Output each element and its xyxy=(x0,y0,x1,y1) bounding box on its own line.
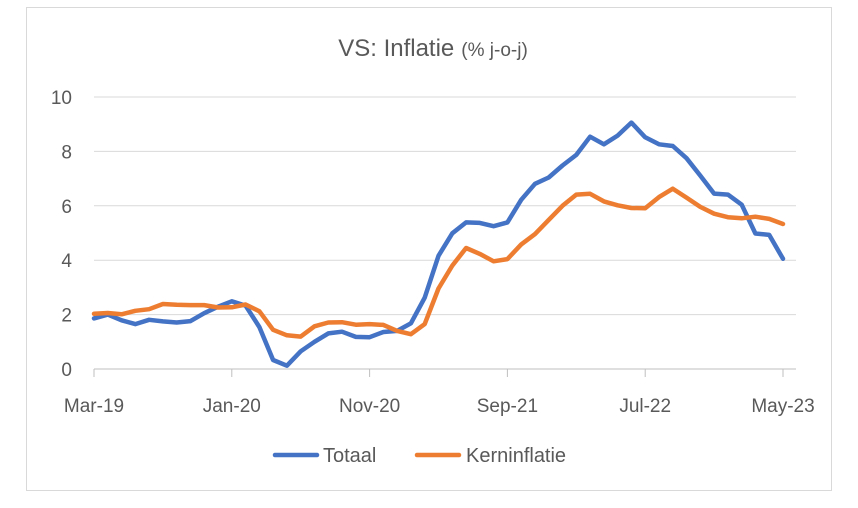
axes: 0 2 4 6 8 10 Mar-19 Jan-20 Nov-20 Sep-21 Jul-22 May… xyxy=(51,88,815,417)
x-tick-label: Mar-19 xyxy=(64,396,124,417)
series-line-kerninflatie xyxy=(91,186,786,339)
legend-label-kerninflatie: Kerninflatie xyxy=(466,445,566,467)
y-tick-label: 0 xyxy=(61,360,72,381)
y-tick-label: 4 xyxy=(61,251,72,272)
chart-title: VS: Inflatie (% j-o-j) xyxy=(338,35,528,62)
chart-subtitle: (% j-o-j) xyxy=(461,40,528,61)
legend: Totaal Kerninflatie xyxy=(272,445,566,467)
chart-frame xyxy=(26,7,832,491)
x-tick-label: Jan-20 xyxy=(203,396,261,417)
y-tick-label: 2 xyxy=(61,306,72,327)
series-line-totaal xyxy=(91,120,786,368)
y-tick-label: 10 xyxy=(51,88,72,109)
y-tick-label: 6 xyxy=(61,197,72,218)
x-tick-label: Sep-21 xyxy=(477,396,538,417)
x-tick-label: Nov-20 xyxy=(339,396,400,417)
legend-label-totaal: Totaal xyxy=(323,445,376,467)
x-tick-label: Jul-22 xyxy=(619,396,671,417)
gridlines xyxy=(94,96,796,316)
series-lines xyxy=(91,120,786,368)
chart-title-main: VS: Inflatie xyxy=(338,35,454,62)
x-tick-label: May-23 xyxy=(751,396,814,417)
y-tick-label: 8 xyxy=(61,142,72,163)
